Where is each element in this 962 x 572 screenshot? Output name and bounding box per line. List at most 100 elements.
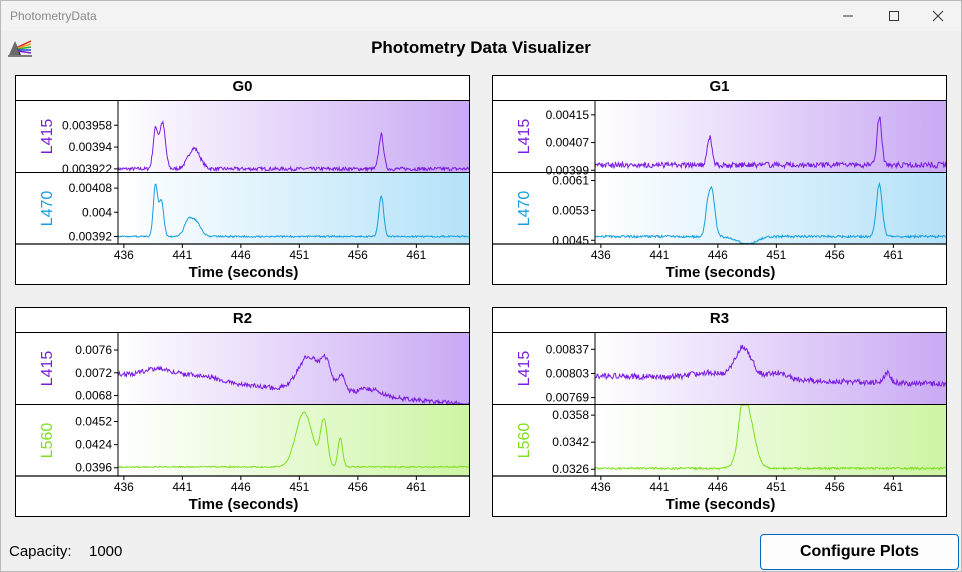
x-tick-label: 456 <box>825 248 845 262</box>
chart-panel-r3: R3 0.00837 0.00803 0.00769 L415 0.0358 0.0342… <box>492 307 947 517</box>
y-tick-label: 0.0076 <box>75 343 112 357</box>
series-line-l415 <box>117 119 469 173</box>
app-title: Photometry Data Visualizer <box>371 38 591 57</box>
y-tick-label: 0.0326 <box>552 462 589 476</box>
y-tick-label: 0.0342 <box>552 435 589 449</box>
x-tick-label: 446 <box>231 248 251 262</box>
y-axis-label: L415 <box>516 351 533 387</box>
y-axis-label: L560 <box>516 423 533 459</box>
x-tick-label: 461 <box>406 480 426 494</box>
x-tick-label: 451 <box>766 248 786 262</box>
plot-area <box>118 173 469 244</box>
y-tick-label: 0.0053 <box>552 203 589 217</box>
plot-area <box>118 333 469 404</box>
y-tick-label: 0.00407 <box>546 136 590 150</box>
x-tick-label: 446 <box>708 480 728 494</box>
y-tick-label: 0.003958 <box>62 118 112 132</box>
y-axis-label: L560 <box>39 423 56 459</box>
x-tick-label: 441 <box>649 248 669 262</box>
y-tick-label: 0.00415 <box>546 108 590 122</box>
chart-plot-r2: 0.0076 0.0072 0.0068 L415 0.0452 0.0424 0.0396… <box>16 332 469 513</box>
y-axis-label: L470 <box>516 191 533 227</box>
x-axis-label: Time (seconds) <box>666 496 776 513</box>
plot-area <box>118 405 469 476</box>
x-tick-label: 456 <box>348 248 368 262</box>
y-tick-label: 0.00408 <box>69 181 113 195</box>
maximize-icon <box>889 11 899 21</box>
x-tick-label: 451 <box>289 248 309 262</box>
x-tick-label: 461 <box>883 480 903 494</box>
x-tick-label: 441 <box>649 480 669 494</box>
x-tick-label: 451 <box>766 480 786 494</box>
x-tick-label: 456 <box>825 480 845 494</box>
y-axis-label: L470 <box>39 191 56 227</box>
plot-area <box>595 333 946 404</box>
series-line-l415 <box>594 116 946 170</box>
chart-panel-g0: G0 0.003958 0.00394 0.003922 L415 0.00408 0.0… <box>15 75 470 285</box>
x-axis-label: Time (seconds) <box>189 496 299 513</box>
y-tick-label: 0.0358 <box>552 408 589 422</box>
x-axis-label: Time (seconds) <box>189 264 299 281</box>
close-icon <box>932 10 944 22</box>
y-tick-label: 0.0068 <box>75 388 112 402</box>
close-button[interactable] <box>915 1 961 31</box>
chart-plot-g1: 0.00415 0.00407 0.00399 L415 0.0061 0.0053 0.0… <box>493 100 946 281</box>
chart-panel-r2: R2 0.0076 0.0072 0.0068 L415 0.0452 0.0424 0.0… <box>15 307 470 517</box>
chart-title: R2 <box>232 310 253 327</box>
plot-area <box>595 405 946 476</box>
y-axis-label: L415 <box>39 119 56 155</box>
y-tick-label: 0.0072 <box>75 366 112 380</box>
x-tick-label: 441 <box>172 248 192 262</box>
minimize-icon <box>843 15 853 17</box>
x-tick-label: 461 <box>406 248 426 262</box>
x-tick-label: 436 <box>591 480 611 494</box>
y-tick-label: 0.0061 <box>552 173 589 187</box>
x-tick-label: 436 <box>114 248 134 262</box>
series-line-l470 <box>594 181 946 245</box>
x-tick-label: 446 <box>231 480 251 494</box>
y-tick-label: 0.0424 <box>75 438 112 452</box>
plot-area <box>595 101 946 172</box>
series-line-l560 <box>117 411 469 469</box>
plot-area <box>595 173 946 244</box>
y-tick-label: 0.004 <box>82 205 112 219</box>
x-tick-label: 441 <box>172 480 192 494</box>
plot-area <box>118 101 469 172</box>
x-tick-label: 436 <box>114 480 134 494</box>
y-tick-label: 0.00837 <box>546 342 590 356</box>
y-tick-label: 0.0452 <box>75 415 112 429</box>
chart-title: R3 <box>709 310 730 327</box>
y-tick-label: 0.0045 <box>552 233 589 247</box>
series-line-l470 <box>117 183 469 239</box>
x-tick-label: 461 <box>883 248 903 262</box>
title-bar: PhotometryData <box>1 1 961 31</box>
capacity-label: Capacity: <box>9 543 72 560</box>
chart-title: G0 <box>232 78 253 95</box>
x-axis-label: Time (seconds) <box>666 264 776 281</box>
window-title: PhotometryData <box>10 9 97 23</box>
y-tick-label: 0.00394 <box>69 140 113 154</box>
x-tick-label: 436 <box>591 248 611 262</box>
x-tick-label: 456 <box>348 480 368 494</box>
y-tick-label: 0.00769 <box>546 391 590 405</box>
chart-plot-r3: 0.00837 0.00803 0.00769 L415 0.0358 0.0342 0.0… <box>493 332 946 513</box>
configure-plots-button[interactable]: Configure Plots <box>760 534 959 570</box>
minimize-button[interactable] <box>825 1 871 31</box>
y-tick-label: 0.0396 <box>75 461 112 475</box>
y-tick-label: 0.00392 <box>69 229 113 243</box>
series-line-l415 <box>594 344 946 387</box>
y-tick-label: 0.00803 <box>546 366 590 380</box>
chart-plot-g0: 0.003958 0.00394 0.003922 L415 0.00408 0.004 0… <box>16 100 469 281</box>
chart-title: G1 <box>709 78 730 95</box>
app-logo-icon <box>8 40 32 57</box>
x-tick-label: 451 <box>289 480 309 494</box>
y-tick-label: 0.003922 <box>62 162 112 176</box>
capacity-value: 1000 <box>89 543 123 560</box>
series-line-l415 <box>117 353 469 406</box>
y-axis-label: L415 <box>516 119 533 155</box>
y-axis-label: L415 <box>39 351 56 387</box>
chart-panel-g1: G1 0.00415 0.00407 0.00399 L415 0.0061 0.0053… <box>492 75 947 285</box>
series-line-l560 <box>594 404 946 471</box>
x-tick-label: 446 <box>708 248 728 262</box>
maximize-button[interactable] <box>871 1 917 31</box>
